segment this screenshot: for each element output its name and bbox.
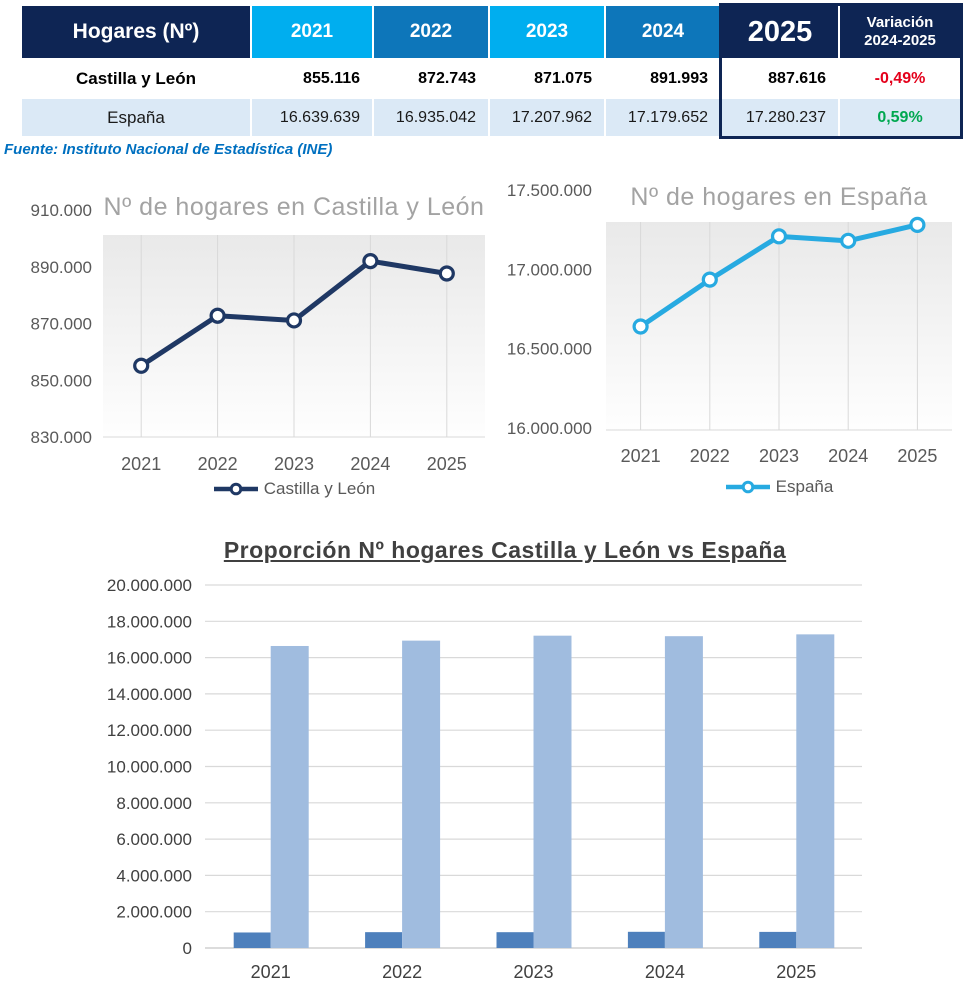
proportion-chart-title: Proporción Nº hogares Castilla y León vs…: [223, 537, 787, 563]
y-tick-label: 20.000.000: [107, 576, 192, 595]
table-header-2024: 2024: [606, 6, 720, 58]
espana-line-chart: 2021 2022 2023 2024 2025 17.500.000 17.000.000…: [507, 181, 952, 466]
bar-espana: [664, 636, 703, 948]
bar-espana: [270, 645, 309, 948]
table-header-2021: 2021: [252, 6, 372, 58]
y-tick-label: 16.000.000: [107, 649, 192, 668]
variation-value-espana: 0,59%: [840, 99, 960, 136]
table-header-2025: 2025: [722, 6, 838, 58]
castilla-line-chart: 2021 2022 2023 2024 2025 910.000 890.000 870.00…: [31, 201, 485, 474]
espana-chart-legend: España: [606, 477, 952, 497]
proportion-bar-chart: 20.000.000 18.000.000 16.000.000 14.000.000…: [107, 576, 862, 982]
castilla-legend-label: Castilla y León: [263, 479, 376, 498]
data-point-marker: [285, 312, 303, 329]
table-header-2022: 2022: [374, 6, 488, 58]
bar-espana: [533, 635, 572, 948]
y-tick-label: 14.000.000: [107, 685, 192, 704]
bar-espana: [796, 634, 835, 948]
y-tick-label: 0: [183, 939, 192, 958]
x-tick-label: 2025: [427, 454, 467, 474]
y-tick-label: 10.000.000: [107, 758, 192, 777]
y-tick-label: 17.000.000: [507, 260, 592, 279]
table-cell: 871.075: [534, 69, 592, 87]
espana-chart-title: Nº de hogares en España: [630, 183, 928, 211]
bar-castilla: [365, 932, 403, 948]
x-tick-label: 2024: [828, 446, 868, 466]
y-tick-label: 890.000: [31, 258, 92, 277]
x-tick-label: 2023: [274, 454, 314, 474]
y-tick-label: 6.000.000: [116, 830, 192, 849]
y-tick-label: 910.000: [31, 201, 92, 220]
data-point-marker: [909, 216, 926, 233]
y-tick-label: 16.000.000: [507, 419, 592, 438]
x-tick-label: 2025: [897, 446, 937, 466]
table-cell: 17.207.962: [490, 99, 604, 136]
data-point-marker: [209, 307, 226, 324]
table-cell: 855.116: [303, 69, 360, 87]
table-cell: 17.179.652: [606, 99, 720, 136]
espana-legend-marker-icon: [725, 480, 770, 494]
data-point-marker: [438, 265, 455, 282]
row-label-espana: España: [22, 99, 250, 136]
bar-castilla: [233, 932, 271, 948]
row-label-castilla: Castilla y León: [76, 68, 196, 88]
x-tick-label: 2022: [198, 454, 238, 474]
x-tick-label: 2025: [776, 962, 816, 982]
table-header-hogares: Hogares (Nº): [22, 6, 250, 58]
variation-value-castilla: -0,49%: [874, 69, 926, 87]
x-tick-label: 2024: [645, 962, 685, 982]
y-tick-label: 850.000: [31, 371, 92, 390]
x-tick-label: 2023: [759, 446, 799, 466]
y-tick-label: 830.000: [31, 428, 92, 447]
castilla-chart-legend: Castilla y León: [103, 479, 485, 499]
data-point-marker: [840, 232, 857, 249]
y-tick-label: 12.000.000: [107, 721, 192, 740]
bar-espana: [402, 640, 441, 948]
table-cell: 16.639.639: [252, 99, 372, 136]
x-tick-label: 2021: [621, 446, 661, 466]
data-point-marker: [701, 271, 718, 288]
hogares-table: Hogares (Nº) 2021 2022 2023 2024 2025 Va…: [22, 6, 960, 136]
bar-castilla: [496, 932, 534, 948]
table-header-2023: 2023: [490, 6, 604, 58]
bar-castilla: [627, 931, 665, 948]
variacion-header-line2: 2024-2025: [864, 32, 936, 49]
x-tick-label: 2024: [350, 454, 390, 474]
data-point-marker: [133, 357, 150, 374]
y-tick-label: 4.000.000: [116, 866, 192, 885]
x-tick-label: 2021: [251, 962, 291, 982]
source-note: Fuente: Instituto Nacional de Estadístic…: [4, 141, 333, 158]
y-tick-label: 2.000.000: [116, 903, 192, 922]
y-tick-label: 17.500.000: [507, 181, 592, 200]
y-tick-label: 18.000.000: [107, 612, 192, 631]
table-header-variacion: Variación 2024-2025: [840, 6, 960, 58]
castilla-chart-title: Nº de hogares en Castilla y León: [103, 193, 485, 221]
data-point-marker: [632, 318, 649, 335]
x-tick-label: 2021: [121, 454, 161, 474]
y-tick-label: 8.000.000: [116, 794, 192, 813]
table-cell: 891.993: [650, 69, 708, 87]
table-cell: 887.616: [768, 69, 826, 87]
y-tick-label: 16.500.000: [507, 340, 592, 359]
table-cell: 16.935.042: [374, 99, 488, 136]
table-cell: 872.743: [418, 69, 476, 87]
table-cell: 17.280.237: [722, 99, 838, 136]
bar-castilla: [759, 931, 797, 948]
variacion-header-line1: Variación: [866, 14, 934, 31]
data-point-marker: [362, 252, 379, 270]
x-tick-label: 2022: [382, 962, 422, 982]
y-tick-label: 870.000: [31, 315, 92, 334]
data-point-marker: [770, 228, 788, 245]
x-tick-label: 2023: [513, 962, 553, 982]
x-tick-label: 2022: [690, 446, 730, 466]
espana-legend-label: España: [775, 477, 834, 496]
castilla-legend-marker-icon: [213, 482, 258, 496]
